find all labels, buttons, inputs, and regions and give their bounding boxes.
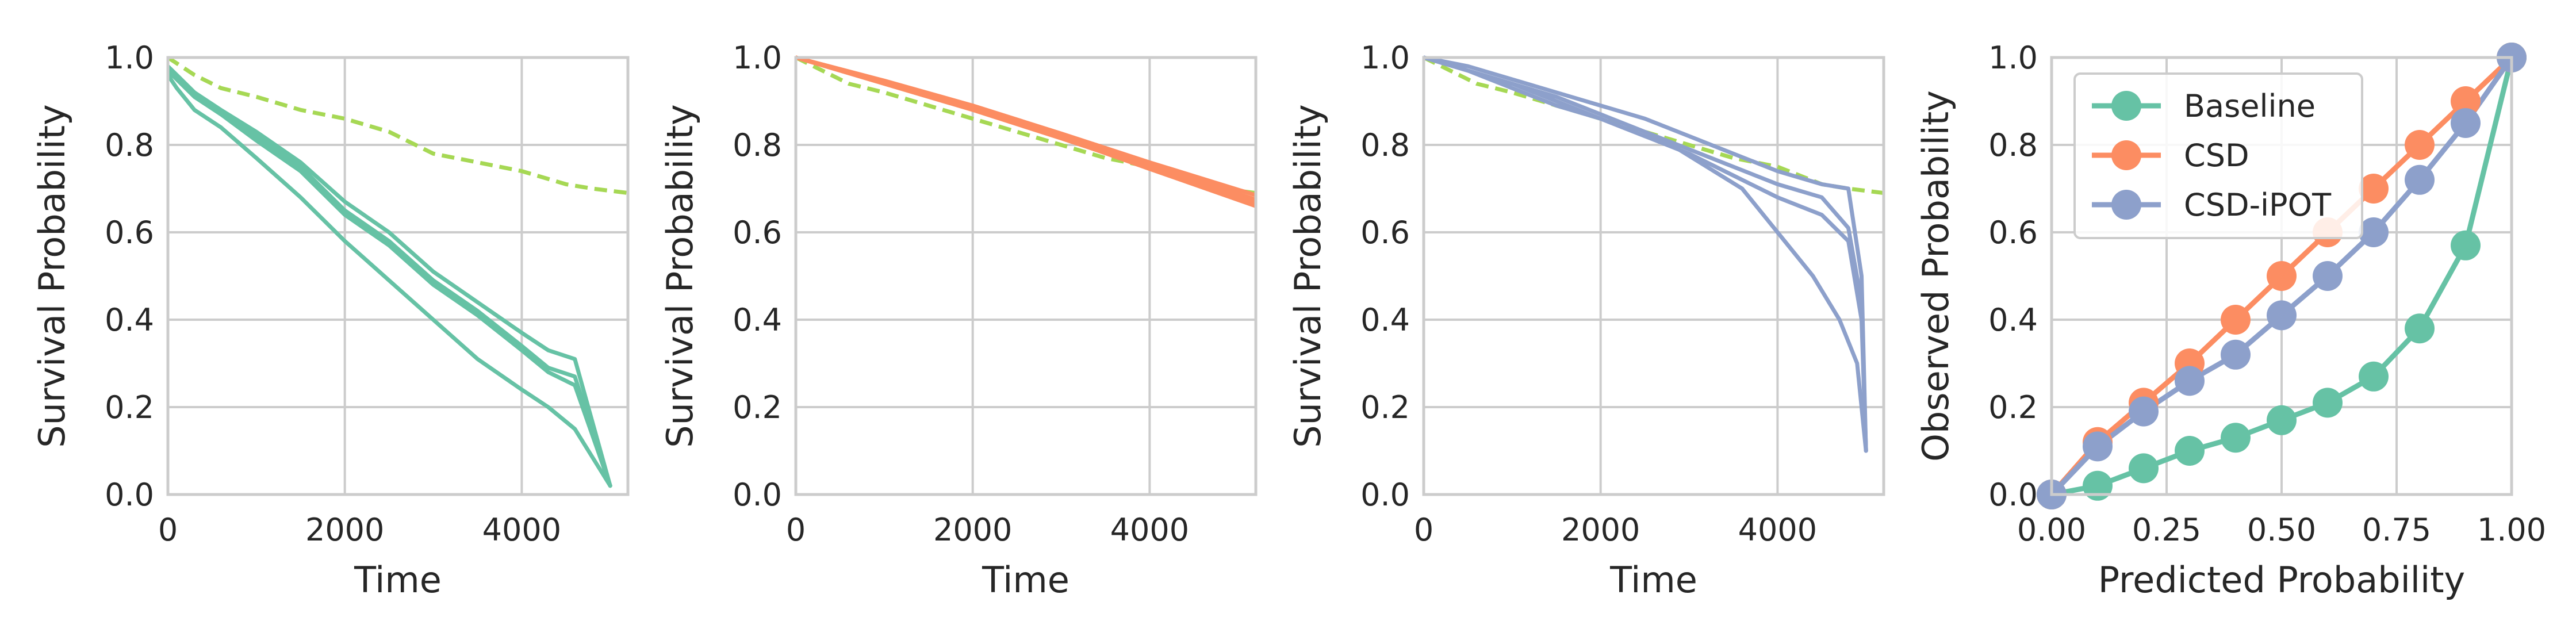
- series-group: [168, 56, 628, 488]
- csd-ipot-point: [2083, 431, 2113, 462]
- legend-label-csd: CSD: [2184, 137, 2249, 174]
- x-tick-label: 0: [1414, 512, 1433, 548]
- legend-label-csd-ipot: CSD-iPOT: [2184, 187, 2332, 223]
- baseline-point: [2267, 405, 2297, 435]
- y-tick-label: 1.0: [733, 40, 782, 76]
- y-tick-label: 0.4: [105, 302, 154, 338]
- x-tick-label: 0.00: [2017, 512, 2086, 548]
- panel-2: 0 2000 4000 0.0 0.2 0.4 0.6 0.8 1.0 Time Survival …: [659, 40, 1258, 601]
- y-tick-label: 0.8: [733, 127, 782, 163]
- csd-ipot-point: [2405, 164, 2435, 195]
- series-group: [1424, 55, 1884, 453]
- y-tick-label: 0.4: [1988, 302, 2038, 338]
- legend-label-baseline: Baseline: [2184, 88, 2316, 124]
- csd-point: [2359, 174, 2389, 204]
- csd-point: [2267, 261, 2297, 291]
- x-tick-label: 1.00: [2477, 512, 2546, 548]
- y-tick-label: 0.8: [1988, 127, 2038, 163]
- plot-frame: [166, 56, 630, 496]
- y-tick-label: 0.0: [1988, 477, 2038, 513]
- baseline-point: [2175, 436, 2205, 466]
- x-axis-label: Time: [354, 559, 442, 601]
- csd-ipot-point: [2451, 108, 2481, 138]
- x-tick-label: 2000: [1561, 512, 1640, 548]
- y-axis-label: Observed Probability: [1915, 90, 1957, 462]
- y-tick-label: 0.2: [1988, 389, 2038, 425]
- csd-ipot-point: [2359, 217, 2389, 247]
- x-tick-label: 4000: [1738, 512, 1817, 548]
- baseline-point: [2405, 313, 2435, 344]
- x-tick-label: 0.50: [2247, 512, 2316, 548]
- x-tick-label: 0.75: [2362, 512, 2431, 548]
- curve-line: [168, 64, 612, 488]
- baseline-point: [2451, 230, 2481, 260]
- y-tick-label: 0.0: [733, 477, 782, 513]
- x-tick-label: 4000: [1110, 512, 1189, 548]
- csd-ipot-point: [2129, 396, 2159, 427]
- legend: Baseline CSD CSD-iPOT: [2073, 72, 2363, 239]
- curve-line: [168, 56, 628, 195]
- baseline-point: [2313, 388, 2343, 418]
- y-tick-label: 1.0: [1360, 40, 1410, 76]
- curve-line: [1424, 55, 1868, 453]
- x-tick-label: 0: [158, 512, 178, 548]
- csd-ipot-point: [2313, 261, 2343, 291]
- y-tick-label: 0.2: [105, 389, 154, 425]
- y-tick-label: 0.4: [1360, 302, 1410, 338]
- curve-line: [168, 72, 612, 488]
- y-tick-label: 1.0: [1988, 40, 2038, 76]
- y-tick-label: 0.2: [1360, 389, 1410, 425]
- series-group: [796, 55, 1256, 208]
- plot-frame: [794, 56, 1258, 496]
- panel-4: 0.00 0.25 0.50 0.75 1.00 0.0 0.2 0.4 0.6 0.8 1.0 Pr…: [1915, 40, 2546, 601]
- panel-3: 0 2000 4000 0.0 0.2 0.4 0.6 0.8 1.0 Time Survival …: [1287, 40, 1885, 601]
- x-axis-label: Time: [982, 559, 1070, 601]
- panel-1: 0 2000 4000 0.0 0.2 0.4 0.6 0.8 1.0 Time Survival …: [31, 40, 630, 601]
- csd-ipot-point: [2175, 366, 2205, 396]
- plot-frame: [1422, 56, 1885, 496]
- legend-marker-csd-ipot: [2111, 190, 2141, 220]
- y-axis-label: Survival Probability: [31, 104, 73, 447]
- y-tick-label: 0.4: [733, 302, 782, 338]
- curve-line: [1424, 55, 1868, 453]
- x-tick-label: 2000: [933, 512, 1012, 548]
- legend-marker-baseline: [2111, 91, 2141, 121]
- y-tick-label: 0.6: [733, 214, 782, 251]
- curve-line: [1424, 55, 1868, 453]
- curve-line: [168, 68, 612, 488]
- y-tick-label: 0.2: [733, 389, 782, 425]
- csd-point: [2451, 86, 2481, 116]
- curve-line: [796, 55, 1256, 208]
- y-tick-label: 1.0: [105, 40, 154, 76]
- baseline-point: [2129, 453, 2159, 484]
- y-tick-label: 0.8: [105, 127, 154, 163]
- x-tick-label: 2000: [305, 512, 384, 548]
- x-axis-label: Predicted Probability: [2098, 559, 2466, 601]
- x-tick-label: 0: [786, 512, 806, 548]
- y-axis-label: Survival Probability: [659, 104, 701, 447]
- baseline-point: [2221, 423, 2251, 453]
- csd-point: [2405, 130, 2435, 160]
- x-tick-label: 4000: [482, 512, 561, 548]
- y-axis-label: Survival Probability: [1287, 104, 1329, 447]
- curve-line: [1424, 55, 1868, 453]
- y-tick-label: 0.6: [1360, 214, 1410, 251]
- plot-frame: [2050, 56, 2513, 496]
- csd-ipot-point: [2267, 300, 2297, 331]
- y-tick-label: 0.0: [1360, 477, 1410, 513]
- x-axis-label: Time: [1609, 559, 1697, 601]
- y-tick-label: 0.0: [105, 477, 154, 513]
- baseline-point: [2083, 470, 2113, 501]
- x-tick-label: 0.25: [2132, 512, 2201, 548]
- y-tick-label: 0.6: [1988, 214, 2038, 251]
- y-tick-label: 0.8: [1360, 127, 1410, 163]
- baseline-point: [2359, 361, 2389, 392]
- csd-point: [2221, 305, 2251, 335]
- csd-ipot-point: [2221, 339, 2251, 370]
- legend-box: [2073, 72, 2363, 239]
- y-tick-label: 0.6: [105, 214, 154, 251]
- legend-marker-csd: [2111, 140, 2141, 170]
